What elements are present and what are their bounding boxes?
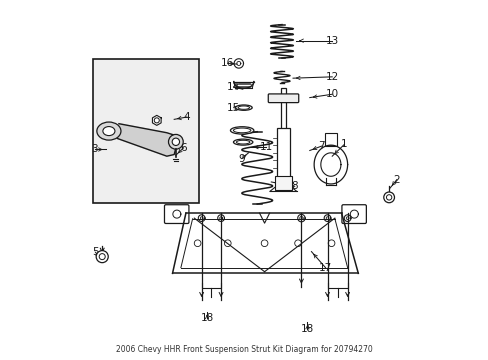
Ellipse shape <box>233 139 252 145</box>
Circle shape <box>261 240 267 247</box>
FancyBboxPatch shape <box>268 94 298 103</box>
Text: 18: 18 <box>200 313 213 323</box>
Circle shape <box>224 240 231 247</box>
Ellipse shape <box>233 128 250 133</box>
Polygon shape <box>117 124 176 156</box>
Text: 6: 6 <box>180 143 186 153</box>
Ellipse shape <box>230 127 253 134</box>
Text: 15: 15 <box>227 103 240 113</box>
Text: 14: 14 <box>227 82 240 92</box>
Text: 18: 18 <box>300 324 313 334</box>
Ellipse shape <box>235 105 252 110</box>
Text: 13: 13 <box>325 36 338 46</box>
Text: 2006 Chevy HHR Front Suspension Strut Kit Diagram for 20794270: 2006 Chevy HHR Front Suspension Strut Ki… <box>116 345 372 354</box>
Text: 10: 10 <box>325 89 338 99</box>
Circle shape <box>386 195 391 200</box>
Circle shape <box>96 251 108 263</box>
Circle shape <box>294 240 301 247</box>
Bar <box>274 176 291 190</box>
Text: 11: 11 <box>259 142 272 152</box>
Text: 3: 3 <box>91 144 98 154</box>
Circle shape <box>154 118 159 123</box>
Text: 4: 4 <box>183 112 190 122</box>
Circle shape <box>168 134 183 149</box>
FancyBboxPatch shape <box>341 205 366 224</box>
Text: 8: 8 <box>291 181 297 191</box>
Circle shape <box>172 138 179 145</box>
Bar <box>281 87 285 131</box>
Text: 7: 7 <box>318 141 324 151</box>
Bar <box>276 128 289 178</box>
Ellipse shape <box>238 106 249 109</box>
Bar <box>93 59 198 203</box>
Text: 12: 12 <box>325 72 338 82</box>
Bar <box>324 134 336 146</box>
Circle shape <box>327 240 334 247</box>
Text: 1: 1 <box>340 139 347 149</box>
Text: 2: 2 <box>393 175 399 185</box>
Text: 17: 17 <box>318 263 331 273</box>
Text: 5: 5 <box>92 247 99 257</box>
Ellipse shape <box>97 122 121 140</box>
Text: 16: 16 <box>221 58 234 68</box>
Ellipse shape <box>102 127 115 136</box>
Text: 9: 9 <box>238 153 244 163</box>
Ellipse shape <box>236 140 249 144</box>
Circle shape <box>99 253 105 260</box>
Circle shape <box>383 192 394 203</box>
Circle shape <box>194 240 201 247</box>
FancyBboxPatch shape <box>164 205 188 224</box>
